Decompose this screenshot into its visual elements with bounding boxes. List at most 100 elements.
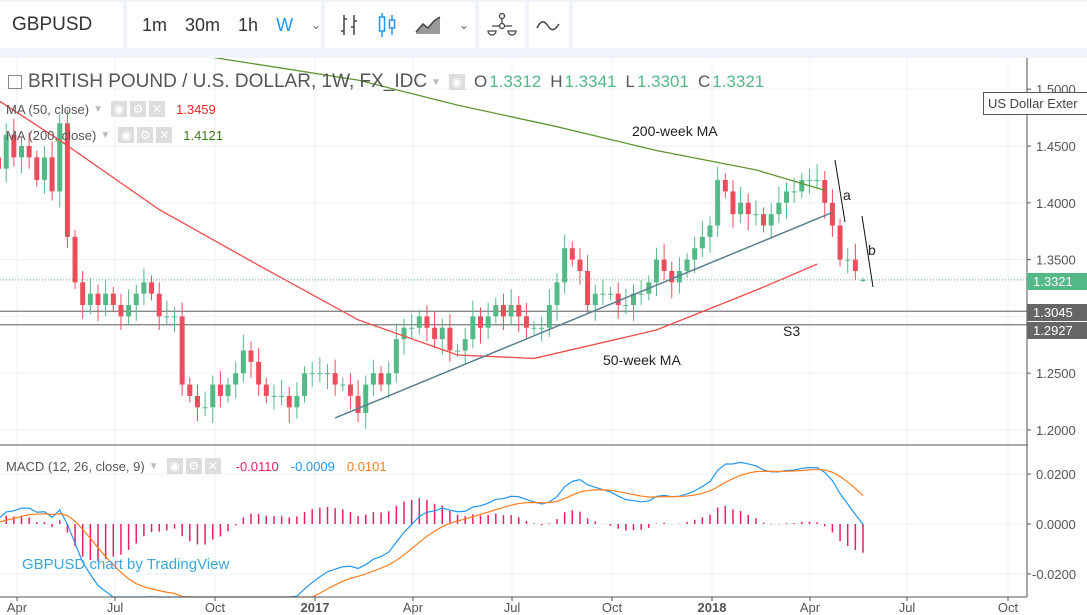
interval-1m[interactable]: 1m (142, 14, 168, 35)
candle-body (41, 157, 47, 181)
candle-body (577, 259, 583, 271)
macd-line (0, 461, 864, 598)
ma200-legend: MA (200, close) ▼ ◉ ⚙ ✕ 1.4121 (6, 127, 223, 143)
ma200-line (212, 58, 825, 191)
candle-body (424, 316, 430, 328)
time-tick-label: Oct (602, 600, 623, 615)
candle-body (309, 373, 315, 375)
chevron-down-icon[interactable]: ⌄ (311, 18, 322, 32)
chevron-down-icon[interactable]: ▼ (431, 76, 441, 88)
chevron-down-icon[interactable]: ⌄ (459, 18, 470, 32)
close-icon[interactable]: ✕ (204, 458, 221, 474)
candle-body (416, 316, 422, 328)
symbol-label[interactable]: GBPUSD (12, 14, 93, 35)
candle-body (562, 248, 568, 283)
open-label: O (473, 72, 488, 91)
candle-body (615, 293, 621, 306)
macd-tick-label: -0.0200 (1032, 567, 1076, 582)
time-tick-label: Oct (205, 600, 226, 615)
support-price-tag-2: 1.2927 (1027, 322, 1087, 339)
candle-body (302, 373, 308, 396)
candle-body (569, 248, 575, 260)
close-icon[interactable]: ✕ (149, 101, 165, 117)
time-tick-label: Jul (899, 600, 916, 615)
candle-body (439, 327, 445, 340)
bar-chart-icon[interactable] (339, 13, 359, 37)
candle-body (393, 339, 399, 374)
candle-body (49, 157, 55, 192)
support-price-tag-1: 1.3045 (1027, 304, 1087, 321)
series-title: BRITISH POUND / U.S. DOLLAR, 1W, FX_IDC (28, 71, 428, 92)
candle-body (455, 350, 461, 352)
interval-30m[interactable]: 30m (185, 14, 221, 35)
candle-body (852, 259, 858, 271)
candle-body (845, 259, 851, 261)
candle-body (378, 373, 384, 385)
compare-button[interactable] (479, 2, 525, 48)
candle-body (210, 384, 216, 408)
candlestick-icon[interactable] (377, 12, 397, 38)
area-chart-icon[interactable] (415, 15, 441, 35)
candle-body (806, 180, 812, 182)
candle-body (256, 361, 262, 385)
candle-body (508, 305, 514, 317)
symbol-tooltip: US Dollar Exter (983, 92, 1087, 115)
candle-body (340, 384, 346, 386)
candle-body (761, 214, 767, 226)
candle-body (753, 214, 759, 216)
chevron-down-icon[interactable]: ▼ (93, 103, 103, 115)
candle-body (355, 395, 361, 413)
macd-tick-label: 0.0200 (1036, 467, 1076, 482)
candle-body (103, 293, 109, 306)
candle-body (860, 279, 866, 281)
candle-body (202, 407, 208, 409)
candle-body (676, 270, 682, 283)
interval-w[interactable]: W (276, 14, 294, 35)
candle-body (554, 282, 560, 306)
candle-body (784, 191, 789, 203)
high-label: H (550, 72, 563, 91)
candle-body (653, 259, 659, 283)
high-value: 1.3341 (564, 72, 617, 91)
close-icon[interactable]: ✕ (156, 127, 173, 143)
candle-body (317, 373, 323, 375)
time-tick-label: Oct (998, 600, 1019, 615)
chevron-down-icon[interactable]: ▼ (100, 129, 111, 141)
indicators-icon[interactable] (536, 18, 560, 32)
compare-icon[interactable] (487, 12, 517, 38)
candle-body (325, 373, 330, 375)
symbol-box[interactable]: GBPUSD (0, 2, 123, 48)
gear-icon[interactable]: ⚙ (185, 458, 202, 474)
candle-body (179, 316, 185, 385)
open-value: 1.3312 (489, 72, 542, 91)
candle-body (485, 316, 491, 328)
eye-icon[interactable]: ◉ (118, 127, 135, 143)
indicators-button[interactable] (529, 2, 569, 48)
candle-body (363, 384, 369, 413)
candle-body (539, 327, 545, 329)
gear-icon[interactable]: ⚙ (130, 101, 146, 117)
candle-body (80, 282, 86, 306)
candle-body (347, 384, 353, 396)
candle-body (133, 293, 139, 306)
interval-1h[interactable]: 1h (238, 14, 259, 35)
collapse-icon[interactable] (8, 75, 22, 89)
chart-area[interactable]: 1.5000 1.4500 1.4000 1.3500 1.2500 1.2000 0.02… (0, 58, 1087, 615)
eye-icon[interactable]: ◉ (448, 74, 465, 90)
low-value: 1.3301 (636, 72, 689, 91)
candle-body (126, 305, 132, 317)
candle-body (669, 270, 675, 283)
macd-label: MACD (12, 26, close, 9) (6, 458, 145, 474)
candle-body (623, 305, 629, 307)
candle-body (149, 282, 155, 294)
gear-icon[interactable]: ⚙ (137, 127, 154, 143)
chevron-down-icon[interactable]: ▼ (148, 460, 159, 472)
candle-body (57, 123, 63, 192)
eye-icon[interactable]: ◉ (166, 458, 183, 474)
ma50-legend: MA (50, close) ▼ ◉ ⚙ ✕ 1.3459 (6, 101, 216, 117)
ma200-value: 1.4121 (183, 127, 223, 143)
annotation-200-week-ma: 200-week MA (632, 123, 718, 139)
candle-body (493, 305, 499, 317)
macd-value: -0.0009 (290, 458, 335, 474)
eye-icon[interactable]: ◉ (111, 101, 127, 117)
